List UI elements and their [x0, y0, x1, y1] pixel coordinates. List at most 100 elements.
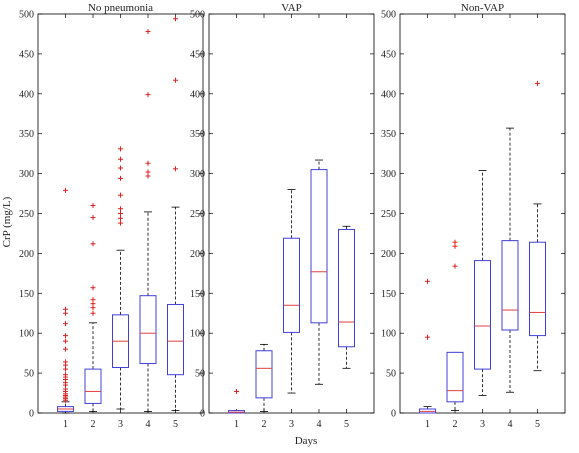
outlier-marker [63, 333, 68, 339]
y-tick-label: 450 [190, 49, 205, 60]
outlier-marker [90, 203, 96, 209]
outlier-marker [173, 166, 178, 172]
y-tick-label: 100 [190, 329, 205, 340]
x-tick-label: 3 [480, 419, 485, 430]
outlier-marker [118, 211, 123, 216]
outlier-marker [234, 388, 239, 394]
outlier-marker [90, 241, 96, 247]
outlier-marker [63, 397, 68, 403]
y-tick-label: 150 [19, 289, 34, 300]
outlier-marker [118, 192, 123, 198]
iqr-box [283, 237, 300, 333]
panels: No pneumonia0501001502002503003504004505… [19, 2, 566, 430]
outlier-marker [118, 165, 123, 171]
iqr-box [338, 228, 355, 348]
y-tick-label: 400 [19, 89, 34, 100]
box-day-4 [310, 159, 328, 385]
y-tick-label: 200 [19, 249, 34, 260]
box-day-2 [255, 343, 273, 412]
y-tick-label: 100 [19, 329, 34, 340]
y-tick-label: 150 [190, 289, 205, 300]
y-tick-label: 350 [381, 129, 396, 140]
y-tick-label: 50 [195, 369, 205, 380]
y-tick-label: 0 [391, 409, 396, 420]
outlier-marker [63, 187, 68, 193]
outlier-marker [90, 310, 96, 316]
box-day-1 [228, 388, 245, 414]
outlier-marker [63, 346, 68, 352]
panel-title: Non-VAP [461, 2, 504, 14]
outlier-marker [63, 321, 68, 327]
box-day-1 [57, 187, 74, 414]
y-tick-label: 450 [381, 49, 396, 60]
outlier-marker [63, 310, 68, 316]
box-day-2 [84, 203, 102, 412]
y-tick-label: 0 [200, 409, 205, 420]
y-tick-label: 50 [24, 369, 34, 380]
outlier-marker [118, 220, 123, 226]
iqr-box [501, 240, 519, 331]
y-tick-label: 300 [190, 169, 205, 180]
panel-3: Non-VAP 0 50 100 150 200 250 300 350 400 450 500 1 2 3… [381, 2, 566, 430]
outlier-marker [173, 77, 178, 83]
outlier-marker [118, 206, 123, 212]
outlier-marker [118, 175, 123, 181]
iqr-box [446, 351, 464, 403]
y-axis-label: CrP (mg/L) [1, 196, 13, 247]
x-tick-label: 2 [262, 419, 267, 430]
outlier-marker [145, 29, 151, 35]
x-tick-label: 3 [118, 419, 123, 430]
x-tick-label: 1 [63, 419, 68, 430]
y-tick-label: 200 [381, 249, 396, 260]
box-day-3 [112, 146, 129, 410]
y-tick-label: 100 [381, 329, 396, 340]
outlier-marker [90, 214, 96, 220]
panel-2: VAP 0 50 100 150 200 250 300 350 400 450 500 1 2 3 4 5 [190, 2, 375, 430]
box-day-5 [167, 16, 184, 412]
y-tick-label: 300 [19, 169, 34, 180]
outlier-marker [145, 92, 151, 98]
x-tick-label: 5 [535, 419, 540, 430]
iqr-box [139, 295, 157, 365]
box-day-2 [446, 239, 464, 412]
box-day-5 [338, 225, 355, 369]
box-day-1 [419, 278, 436, 414]
iqr-box [529, 241, 546, 337]
outlier-marker [452, 243, 458, 249]
panel-1: No pneumonia0501001502002503003504004505… [19, 2, 204, 430]
y-tick-label: 150 [381, 289, 396, 300]
x-tick-label: 2 [453, 419, 458, 430]
y-tick-label: 500 [190, 10, 205, 21]
y-tick-label: 400 [381, 89, 396, 100]
box-day-3 [474, 170, 491, 396]
box-day-4 [501, 127, 519, 393]
iqr-box [310, 169, 328, 324]
iqr-box [84, 368, 102, 404]
outlier-marker [90, 305, 96, 311]
outlier-marker [425, 334, 430, 340]
outlier-marker [535, 80, 540, 86]
y-tick-label: 250 [381, 209, 396, 220]
x-tick-label: 2 [91, 419, 96, 430]
x-tick-label: 5 [344, 419, 349, 430]
outlier-marker [145, 173, 151, 179]
outlier-marker [118, 156, 123, 162]
panel-title: No pneumonia [88, 2, 153, 14]
y-tick-label: 300 [381, 169, 396, 180]
outlier-marker [63, 366, 68, 372]
outlier-marker [145, 160, 151, 166]
y-tick-label: 250 [19, 209, 34, 220]
y-tick-label: 350 [19, 129, 34, 140]
x-tick-label: 3 [289, 419, 294, 430]
x-tick-label: 1 [425, 419, 430, 430]
x-tick-label: 5 [173, 419, 178, 430]
outlier-marker [118, 215, 123, 221]
y-tick-label: 50 [386, 369, 396, 380]
y-tick-label: 0 [29, 409, 34, 420]
outlier-marker [425, 278, 430, 284]
x-tick-label: 4 [508, 419, 513, 430]
y-tick-label: 450 [19, 49, 34, 60]
y-tick-label: 400 [190, 89, 205, 100]
iqr-box [474, 260, 491, 370]
